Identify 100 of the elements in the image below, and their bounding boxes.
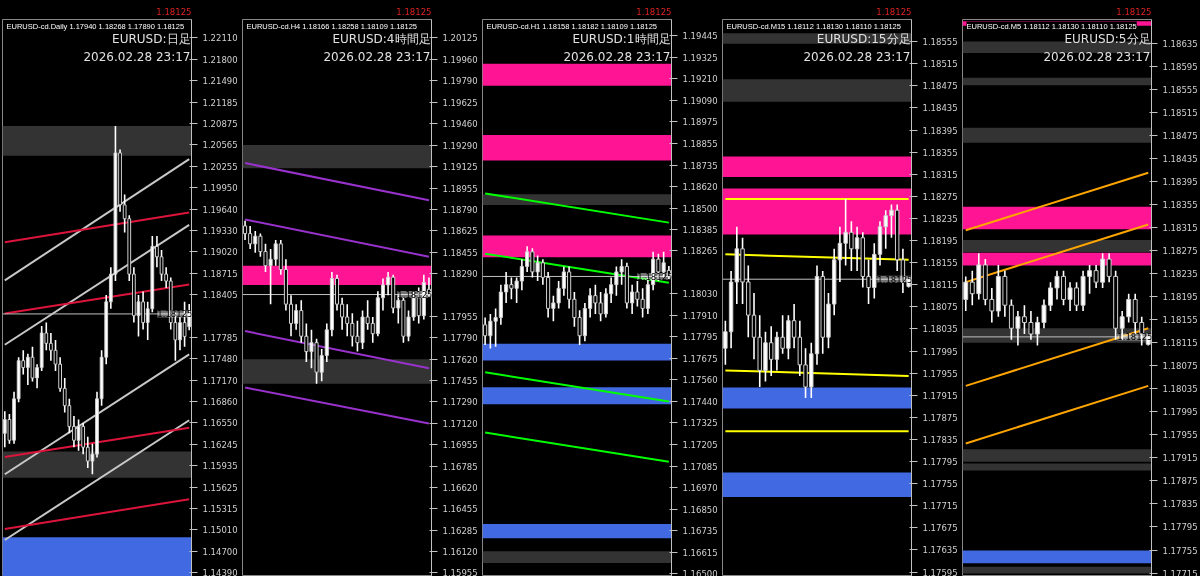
text: 1.18125 [156, 6, 192, 17]
y-tick-label: 1.18715 [202, 268, 238, 279]
y-tick-label: 1.17620 [442, 354, 478, 365]
y-tick-label: 1.17290 [442, 397, 478, 408]
y-tick-label: 1.18555 [1162, 84, 1198, 95]
y-tick-label: 1.21185 [202, 97, 238, 108]
y-tick-label: 1.18475 [922, 81, 958, 92]
y-tick-label: 1.19325 [682, 52, 718, 63]
y-tick-label: 1.18315 [1162, 222, 1198, 233]
candlestick [76, 418, 81, 452]
candlestick [243, 219, 248, 241]
y-tick-label: 1.18075 [1162, 361, 1198, 372]
y-tick-label: 1.19090 [682, 95, 718, 106]
y-tick-label: 1.18625 [442, 225, 478, 236]
y-tick-label: 1.17170 [202, 375, 238, 386]
y-tick-label: 1.20125 [442, 33, 478, 44]
y-tick-label: 1.18395 [1162, 176, 1198, 187]
annotation: 2026.02.28 23:17 [323, 49, 431, 64]
y-tick-label: 1.19020 [202, 247, 238, 258]
y-tick-label: 1.18475 [1162, 130, 1198, 141]
y-tick-label: 1.18555 [922, 37, 958, 48]
y-tick-label: 1.16620 [442, 483, 478, 494]
y-tick-label: 1.16455 [442, 504, 478, 515]
y-tick-label: 1.16735 [682, 525, 718, 536]
y-tick-label: 1.15625 [202, 482, 238, 493]
y-tick-label: 1.17560 [682, 375, 718, 386]
y-tick-label: 1.20565 [202, 140, 238, 151]
y-tick-label: 1.17795 [1162, 522, 1198, 533]
y-tick-label: 1.17875 [922, 412, 958, 423]
y-tick-label: 1.17440 [682, 396, 718, 407]
y-tick-label: 1.17715 [1162, 568, 1198, 576]
y-tick-label: 1.17325 [682, 417, 718, 428]
annotation: 2026.02.28 23:17 [803, 49, 911, 64]
y-tick-label: 1.17835 [922, 434, 958, 445]
y-tick-label: 1.17995 [922, 346, 958, 357]
y-tick-label: 1.18955 [442, 183, 478, 194]
y-tick-label: 1.19790 [442, 76, 478, 87]
y-tick-label: 1.18315 [922, 169, 958, 180]
y-tick-label: 1.18975 [682, 116, 718, 127]
ref-line-label: 1.18125 [1117, 332, 1153, 343]
y-tick-label: 1.18235 [922, 213, 958, 224]
y-tick-label: 1.16120 [442, 547, 478, 558]
y-tick-label: 1.19125 [442, 161, 478, 172]
y-tick-label: 1.16850 [682, 504, 718, 515]
y-tick-label: 1.18515 [922, 59, 958, 70]
y-tick-label: 1.17675 [682, 354, 718, 365]
y-tick-label: 1.18290 [442, 268, 478, 279]
y-tick-label: 1.16500 [682, 568, 718, 576]
y-tick-label: 1.18855 [682, 138, 718, 149]
y-tick-label: 1.16615 [682, 547, 718, 558]
y-tick-label: 1.18515 [1162, 107, 1198, 118]
y-tick-label: 1.17635 [922, 545, 958, 556]
y-tick-label: 1.21490 [202, 76, 238, 87]
y-tick-label: 1.17790 [442, 333, 478, 344]
y-tick-label: 1.16285 [442, 526, 478, 537]
y-tick-label: 1.18275 [1162, 245, 1198, 256]
y-tick-label: 1.18155 [922, 258, 958, 269]
y-tick-label: 1.19290 [442, 140, 478, 151]
y-tick-label: 1.18385 [682, 224, 718, 235]
y-tick-label: 1.17955 [922, 368, 958, 379]
y-tick-label: 1.14390 [202, 568, 238, 576]
text: 1.18125 [1116, 6, 1152, 17]
y-tick-label: 1.17120 [442, 418, 478, 429]
candlestick [30, 346, 35, 383]
y-tick-label: 1.18155 [1162, 315, 1198, 326]
annotation: EURUSD:1時間足 [572, 31, 671, 46]
annotation: 2026.02.28 23:17 [83, 49, 191, 64]
y-tick-label: 1.19950 [202, 183, 238, 194]
y-tick-label: 1.20875 [202, 119, 238, 129]
y-tick-label: 1.18790 [442, 204, 478, 215]
y-tick-label: 1.17915 [1162, 453, 1198, 464]
y-tick-label: 1.17785 [202, 332, 238, 343]
y-tick-label: 1.19445 [682, 31, 718, 42]
annotation: 2026.02.28 23:17 [563, 49, 671, 64]
y-tick-label: 1.18265 [682, 246, 718, 257]
y-tick-label: 1.18395 [922, 125, 958, 136]
y-tick-label: 1.18030 [682, 289, 718, 300]
y-tick-label: 1.15935 [202, 461, 238, 472]
y-tick-label: 1.17755 [922, 479, 958, 490]
y-tick-label: 1.18500 [682, 203, 718, 214]
y-tick-label: 1.16860 [202, 397, 238, 408]
y-tick-label: 1.18035 [922, 324, 958, 335]
y-tick-label: 1.17835 [1162, 499, 1198, 510]
y-tick-label: 1.22110 [202, 33, 238, 44]
y-tick-label: 1.19625 [442, 97, 478, 108]
y-tick-label: 1.15955 [442, 568, 478, 576]
y-tick-label: 1.16550 [202, 418, 238, 429]
y-tick-label: 1.17595 [922, 567, 958, 576]
y-tick-label: 1.18115 [1162, 338, 1198, 349]
annotation: 2026.02.28 23:17 [1043, 49, 1151, 64]
y-tick-label: 1.21800 [202, 54, 238, 65]
candlestick [25, 352, 30, 386]
y-tick-label: 1.18435 [1162, 153, 1198, 164]
y-tick-label: 1.18115 [922, 280, 958, 291]
y-tick-label: 1.15010 [202, 525, 238, 536]
y-tick-label: 1.18355 [922, 147, 958, 158]
y-tick-label: 1.17795 [922, 457, 958, 468]
y-tick-label: 1.19960 [442, 54, 478, 65]
y-tick-label: 1.19330 [202, 225, 238, 236]
y-tick-label: 1.19210 [682, 73, 718, 84]
